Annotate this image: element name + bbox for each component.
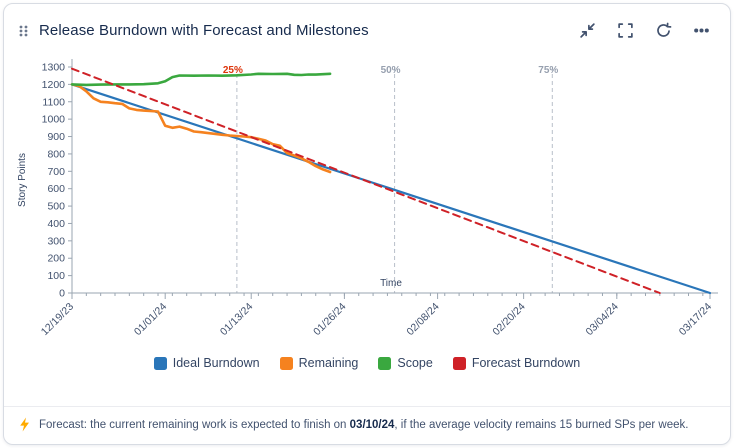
legend-item-forecast-burndown[interactable]: Forecast Burndown xyxy=(452,356,581,370)
svg-text:200: 200 xyxy=(47,253,65,265)
collapse-button[interactable] xyxy=(577,20,598,41)
legend-label-forecast-burndown: Forecast Burndown xyxy=(471,356,581,370)
chart-area: 25% 50% 75% 0 100 200 300 400 500 600 700 800 900 100… xyxy=(4,49,730,354)
legend-swatch-ideal-burndown xyxy=(153,356,167,370)
svg-text:0: 0 xyxy=(59,288,65,300)
svg-text:300: 300 xyxy=(47,235,65,247)
milestone-label-75%: 75% xyxy=(538,65,558,76)
x-tick-label: 02/08/24 xyxy=(404,301,441,338)
x-axis-label: Time xyxy=(380,278,402,289)
x-tick-label: 01/13/24 xyxy=(218,301,255,338)
legend-label-scope: Scope xyxy=(397,356,433,370)
x-tick-label: 02/20/24 xyxy=(490,301,527,338)
gadget-actions xyxy=(577,20,712,41)
gadget-header: Release Burndown with Forecast and Miles… xyxy=(4,4,730,49)
milestone-label-50%: 50% xyxy=(381,65,401,76)
series-scope xyxy=(70,72,332,87)
legend-item-ideal-burndown[interactable]: Ideal Burndown xyxy=(153,356,260,370)
burndown-chart: 25% 50% 75% 0 100 200 300 400 500 600 700 800 900 100… xyxy=(17,59,718,338)
svg-text:600: 600 xyxy=(47,183,65,195)
chart-legend: Ideal Burndown Remaining Scope Forecast Bur… xyxy=(4,354,730,378)
svg-text:800: 800 xyxy=(47,148,65,160)
legend-label-ideal-burndown: Ideal Burndown xyxy=(172,356,260,370)
refresh-button[interactable] xyxy=(653,20,674,41)
svg-text:100: 100 xyxy=(47,270,65,282)
x-tick-label: 12/19/23 xyxy=(39,301,76,338)
x-tick-label: 01/01/24 xyxy=(132,301,169,338)
forecast-note: Forecast: the current remaining work is … xyxy=(4,406,730,444)
fullscreen-button[interactable] xyxy=(615,20,636,41)
x-tick-label: 01/26/24 xyxy=(311,301,348,338)
series-forecast-burndown xyxy=(71,67,661,294)
legend-swatch-remaining xyxy=(279,356,293,370)
svg-text:400: 400 xyxy=(47,218,65,230)
series-remaining xyxy=(70,83,332,174)
svg-text:700: 700 xyxy=(47,166,65,178)
legend-label-remaining: Remaining xyxy=(298,356,359,370)
svg-text:900: 900 xyxy=(47,131,65,143)
series-ideal-burndown xyxy=(70,83,712,295)
more-button[interactable] xyxy=(691,20,712,41)
legend-swatch-scope xyxy=(378,356,392,370)
gadget-title: Release Burndown with Forecast and Miles… xyxy=(39,22,369,39)
svg-text:1300: 1300 xyxy=(42,62,66,74)
legend-item-remaining[interactable]: Remaining xyxy=(279,356,359,370)
lightning-icon xyxy=(18,417,31,432)
milestone-label-25%: 25% xyxy=(223,65,243,76)
svg-text:1100: 1100 xyxy=(42,96,65,108)
drag-handle-icon[interactable] xyxy=(17,23,30,39)
svg-text:500: 500 xyxy=(47,201,65,213)
legend-item-scope[interactable]: Scope xyxy=(378,356,433,370)
x-tick-label: 03/04/24 xyxy=(584,301,621,338)
legend-swatch-forecast-burndown xyxy=(452,356,466,370)
svg-text:1200: 1200 xyxy=(42,79,66,91)
x-tick-label: 03/17/24 xyxy=(677,301,714,338)
collapse-icon xyxy=(579,23,596,42)
refresh-icon xyxy=(655,22,672,42)
y-axis-label: Story Points xyxy=(17,153,28,207)
burndown-gadget: Release Burndown with Forecast and Miles… xyxy=(3,3,731,445)
svg-text:1000: 1000 xyxy=(42,114,66,126)
forecast-text: Forecast: the current remaining work is … xyxy=(39,418,689,431)
ellipsis-icon xyxy=(693,27,710,42)
forecast-date: 03/10/24 xyxy=(349,418,395,431)
fullscreen-icon xyxy=(617,23,634,42)
